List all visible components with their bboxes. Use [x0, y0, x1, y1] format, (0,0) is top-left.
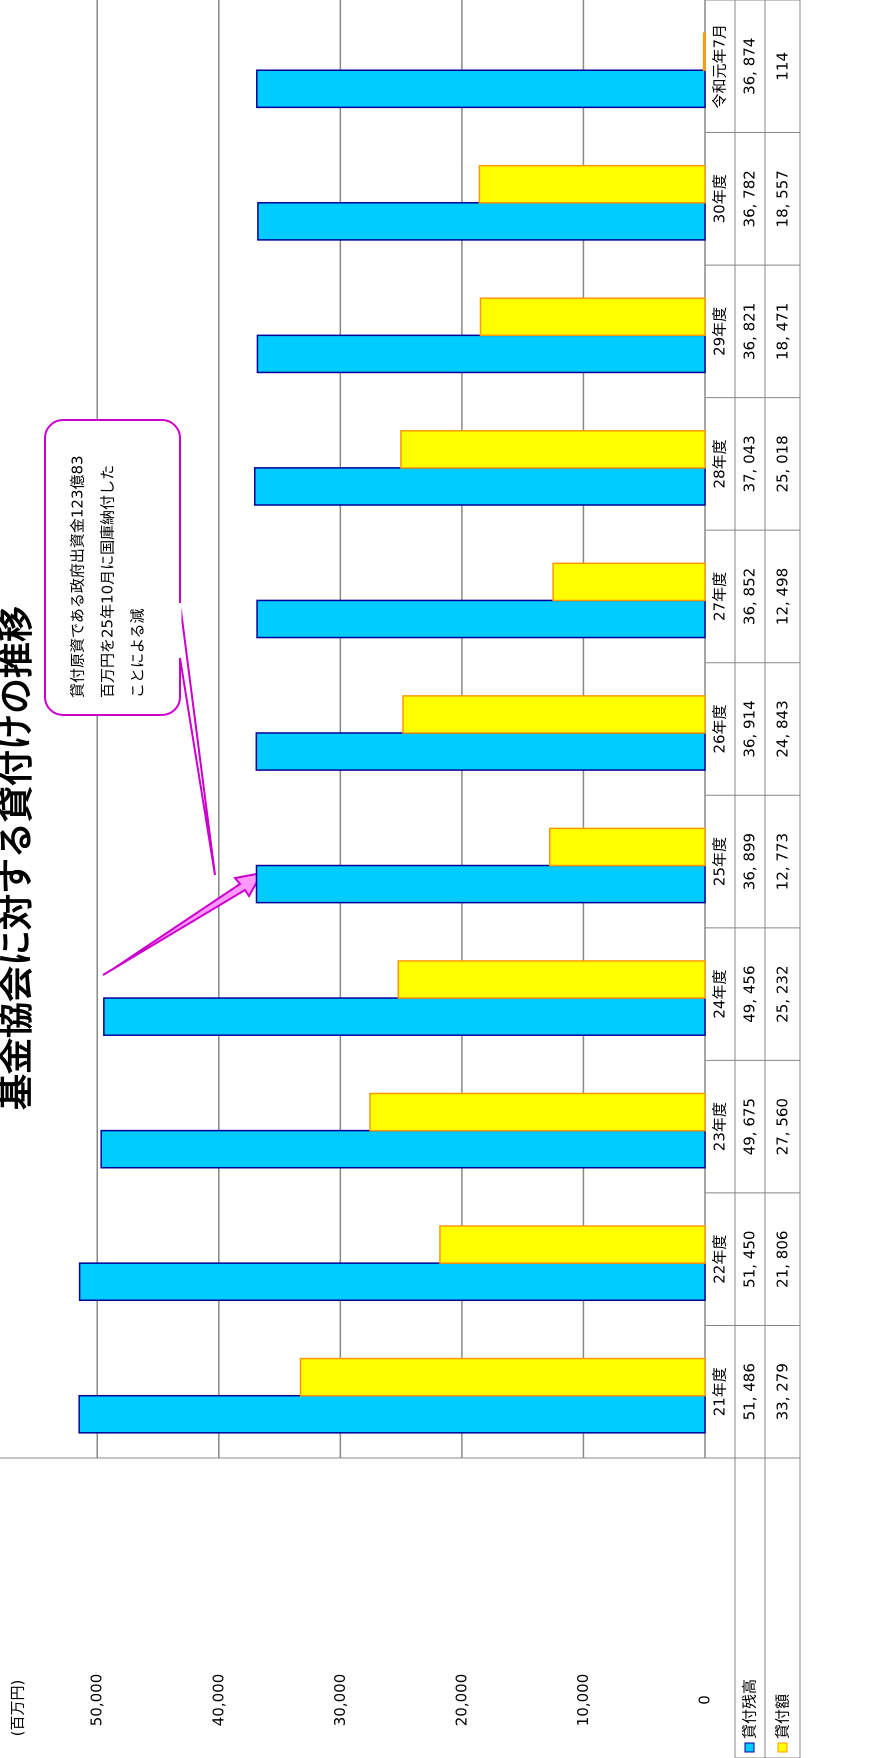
y-tick-label: 30,000 [331, 1674, 349, 1727]
bar [78, 1394, 706, 1434]
value-label: 33, 279 [774, 1363, 792, 1420]
value-label: 114 [774, 52, 792, 81]
bar [402, 695, 706, 734]
bar [702, 32, 706, 71]
bar [257, 202, 706, 241]
value-label: 27, 560 [774, 1098, 792, 1155]
bar [439, 1225, 706, 1264]
value-label: 12, 773 [774, 833, 792, 890]
value-label: 36, 874 [741, 38, 759, 95]
legend-swatch [744, 1742, 755, 1753]
bar [255, 864, 706, 904]
callout-box [44, 419, 181, 716]
bar [548, 827, 706, 867]
bar [397, 960, 706, 999]
unit-label: (百万円) [9, 1680, 27, 1737]
value-label: 36, 852 [741, 568, 759, 625]
value-label: 36, 821 [741, 303, 759, 360]
bar [103, 997, 706, 1036]
value-label: 51, 450 [741, 1231, 759, 1288]
value-label: 12, 498 [774, 568, 792, 625]
value-label: 49, 456 [741, 965, 759, 1022]
x-tick-label: 令和元年7月 [711, 24, 729, 109]
x-tick-label: 22年度 [711, 1235, 729, 1284]
x-tick-label: 30年度 [711, 174, 729, 223]
bar [256, 334, 706, 374]
bar [479, 297, 706, 337]
x-tick-label: 21年度 [711, 1367, 729, 1416]
bar [478, 164, 706, 204]
value-label: 21, 806 [774, 1231, 792, 1288]
rotated-chart: 基金協会に対する貸付けの推移 (百万円) 貸付原資である政府出資金123億83 … [0, 0, 801, 1758]
bar [299, 1357, 706, 1397]
y-tick-label: 0 [696, 1695, 714, 1705]
value-label: 25, 232 [774, 965, 792, 1022]
chart-title: 基金協会に対する貸付けの推移 [0, 606, 37, 1110]
value-label: 25, 018 [774, 435, 792, 492]
x-tick-label: 23年度 [711, 1102, 729, 1151]
value-label: 51, 486 [741, 1363, 759, 1420]
x-tick-label: 25年度 [711, 837, 729, 886]
value-label: 18, 557 [774, 170, 792, 227]
bar [100, 1129, 706, 1169]
bar [369, 1092, 706, 1132]
bar [256, 599, 706, 639]
x-tick-label: 24年度 [711, 970, 729, 1019]
y-tick-label: 40,000 [209, 1674, 227, 1727]
legend-label: 貸付残高 [741, 1679, 759, 1739]
bar [78, 1262, 706, 1302]
y-tick-label: 50,000 [88, 1674, 106, 1727]
annotation-line: 百万円を25年10月に国庫納付した [99, 465, 117, 698]
legend-swatch [777, 1742, 788, 1753]
x-tick-label: 29年度 [711, 307, 729, 356]
value-label: 37, 043 [741, 435, 759, 492]
bar [253, 467, 706, 506]
value-label: 36, 782 [741, 170, 759, 227]
value-label: 18, 471 [774, 303, 792, 360]
x-tick-label: 27年度 [711, 572, 729, 621]
legend-label: 貸付額 [774, 1694, 792, 1739]
bar [400, 430, 706, 469]
x-tick-label: 26年度 [711, 704, 729, 753]
annotation-line: 貸付原資である政府出資金123億83 [69, 455, 87, 698]
value-label: 36, 899 [741, 833, 759, 890]
bar [552, 562, 706, 602]
y-tick-label: 20,000 [452, 1674, 470, 1727]
callout-tail [179, 602, 216, 876]
arrow [102, 871, 264, 976]
bar [256, 69, 706, 109]
annotation-line: ことによる減 [129, 608, 147, 698]
y-tick-label: 10,000 [574, 1674, 592, 1727]
value-label: 49, 675 [741, 1098, 759, 1155]
bar [255, 732, 706, 771]
x-tick-label: 28年度 [711, 439, 729, 488]
value-label: 24, 843 [774, 700, 792, 757]
value-label: 36, 914 [741, 700, 759, 757]
